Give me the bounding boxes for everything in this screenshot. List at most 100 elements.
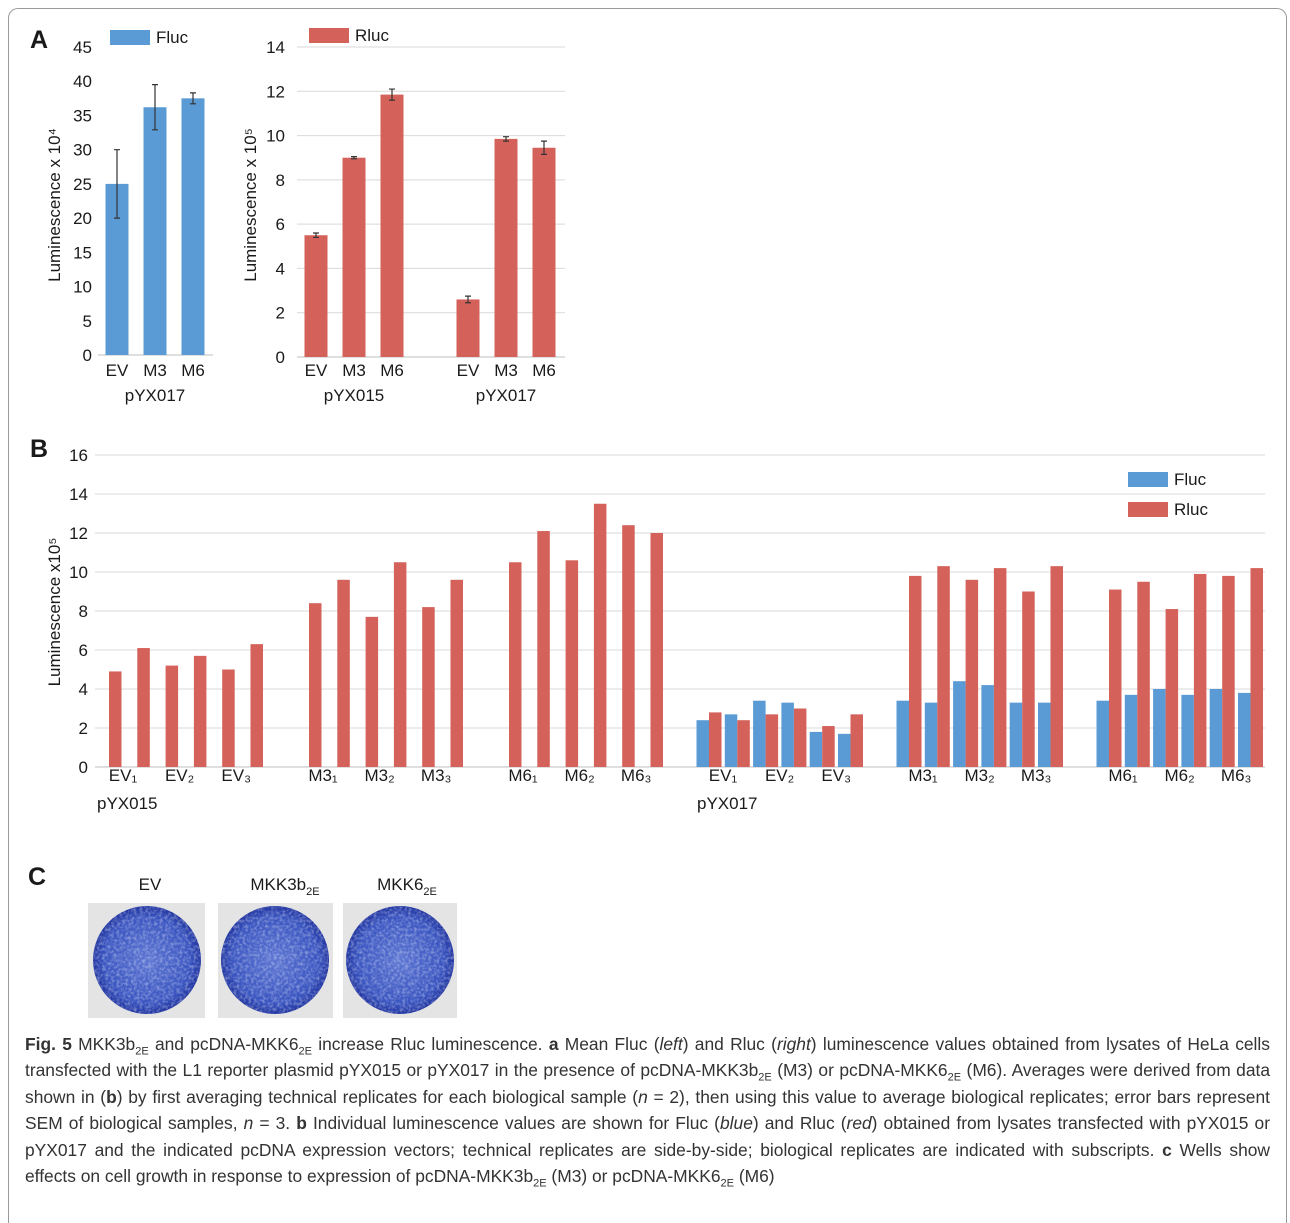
x-tick-label: M6₂: [564, 766, 594, 785]
legend-label: Rluc: [1174, 500, 1209, 519]
bar: [394, 562, 407, 767]
caption-sub: 2E: [299, 1045, 312, 1057]
caption-text: Individual luminescence values are shown…: [307, 1113, 720, 1133]
caption: Fig. 5 MKK3b2E and pcDNA-MKK62E increase…: [25, 1031, 1270, 1189]
bar: [966, 580, 979, 767]
x-tick-label: M6: [181, 361, 205, 380]
legend-swatch: [1128, 472, 1168, 487]
caption-text: (M6): [734, 1166, 775, 1186]
bar: [182, 98, 205, 355]
y-tick-label: 30: [73, 141, 92, 160]
bar: [794, 709, 807, 768]
legend-swatch: [309, 28, 349, 43]
bar: [1097, 701, 1110, 767]
x-tick-label: EV₂: [765, 766, 794, 785]
caption-sub: 2E: [758, 1072, 771, 1084]
bar: [1194, 574, 1207, 767]
x-tick-label: EV: [305, 361, 328, 380]
y-tick-label: 8: [276, 171, 285, 190]
y-tick-label: 20: [73, 209, 92, 228]
bar: [537, 531, 550, 767]
page: {"panel_labels": ["A", "B", "C"], "chart…: [0, 0, 1290, 1223]
well-label-group: MKK62E: [377, 875, 437, 898]
bar: [251, 644, 264, 767]
bar: [1153, 689, 1166, 767]
x-tick-label: EV₃: [821, 766, 851, 785]
y-tick-label: 45: [73, 38, 92, 57]
bar: [1038, 703, 1051, 767]
well-label: EV: [139, 875, 162, 894]
well-labels: EV MKK3b2E MKK62E: [139, 875, 437, 898]
well-label-sub: 2E: [306, 886, 319, 898]
bar: [909, 576, 922, 767]
y-tick-label: 2: [276, 304, 285, 323]
caption-bold: b: [296, 1113, 307, 1133]
bar: [838, 734, 851, 767]
y-tick-label: 14: [69, 485, 88, 504]
x-tick-label: M6₃: [1221, 766, 1252, 785]
bar: [509, 562, 522, 767]
bar: [1010, 703, 1023, 767]
y-tick-label: 10: [73, 278, 92, 297]
bar: [994, 568, 1007, 767]
bar: [725, 714, 738, 767]
caption-italic: n: [244, 1113, 254, 1133]
caption-sub: 2E: [135, 1045, 148, 1057]
bar: [594, 504, 607, 767]
y-tick-label: 0: [276, 348, 285, 367]
figure: A B C EV MKK3b2E MKK62E 0510152025303540…: [0, 0, 1290, 1030]
y-tick-label: 4: [79, 680, 88, 699]
bar: [953, 681, 966, 767]
well-label-sub: 2E: [423, 886, 436, 898]
x-tick-label: M6: [380, 361, 404, 380]
bar: [137, 648, 150, 767]
group-label: pYX017: [697, 794, 758, 813]
y-tick-label: 15: [73, 243, 92, 262]
x-tick-label: EV₂: [165, 766, 194, 785]
caption-text: ) and Rluc (: [683, 1034, 777, 1054]
bar: [937, 566, 950, 767]
well-label-group: MKK3b2E: [250, 875, 319, 898]
bar: [822, 726, 835, 767]
caption-bold: Fig. 5: [25, 1034, 72, 1054]
y-tick-label: 10: [69, 563, 88, 582]
bar: [1109, 590, 1122, 767]
caption-sub: 2E: [721, 1178, 734, 1190]
legend-label: Fluc: [1174, 470, 1207, 489]
caption-italic: left: [660, 1034, 683, 1054]
group-label: pYX015: [324, 386, 385, 405]
bar: [337, 580, 350, 767]
well-texture: [346, 906, 454, 1014]
bar: [1022, 592, 1034, 768]
caption-sub: 2E: [948, 1072, 961, 1084]
bar: [566, 560, 579, 767]
bar: [709, 712, 722, 767]
x-tick-label: M3₁: [308, 766, 338, 785]
legend-swatch: [1128, 502, 1168, 517]
x-tick-label: M6₁: [508, 766, 538, 785]
y-tick-label: 14: [266, 38, 285, 57]
well-texture: [221, 906, 329, 1014]
caption-italic: red: [847, 1113, 872, 1133]
bar: [981, 685, 994, 767]
y-tick-label: 25: [73, 175, 92, 194]
x-tick-label: EV₃: [221, 766, 251, 785]
bar: [897, 701, 910, 767]
y-tick-label: 12: [69, 524, 88, 543]
bar: [366, 617, 379, 767]
bar: [422, 607, 435, 767]
group-label: pYX015: [97, 794, 158, 813]
x-tick-label: M3: [342, 361, 366, 380]
bar: [781, 703, 794, 767]
x-tick-label: M6₁: [1108, 766, 1138, 785]
bar: [1238, 693, 1251, 767]
bar: [622, 525, 635, 767]
well-label: MKK3b: [250, 875, 306, 894]
bar: [533, 148, 556, 357]
bar: [451, 580, 464, 767]
y-tick-label: 4: [276, 259, 285, 278]
x-tick-label: M3₂: [964, 766, 994, 785]
bar: [753, 701, 766, 767]
legend-swatch: [110, 30, 150, 45]
x-tick-label: M6: [532, 361, 556, 380]
